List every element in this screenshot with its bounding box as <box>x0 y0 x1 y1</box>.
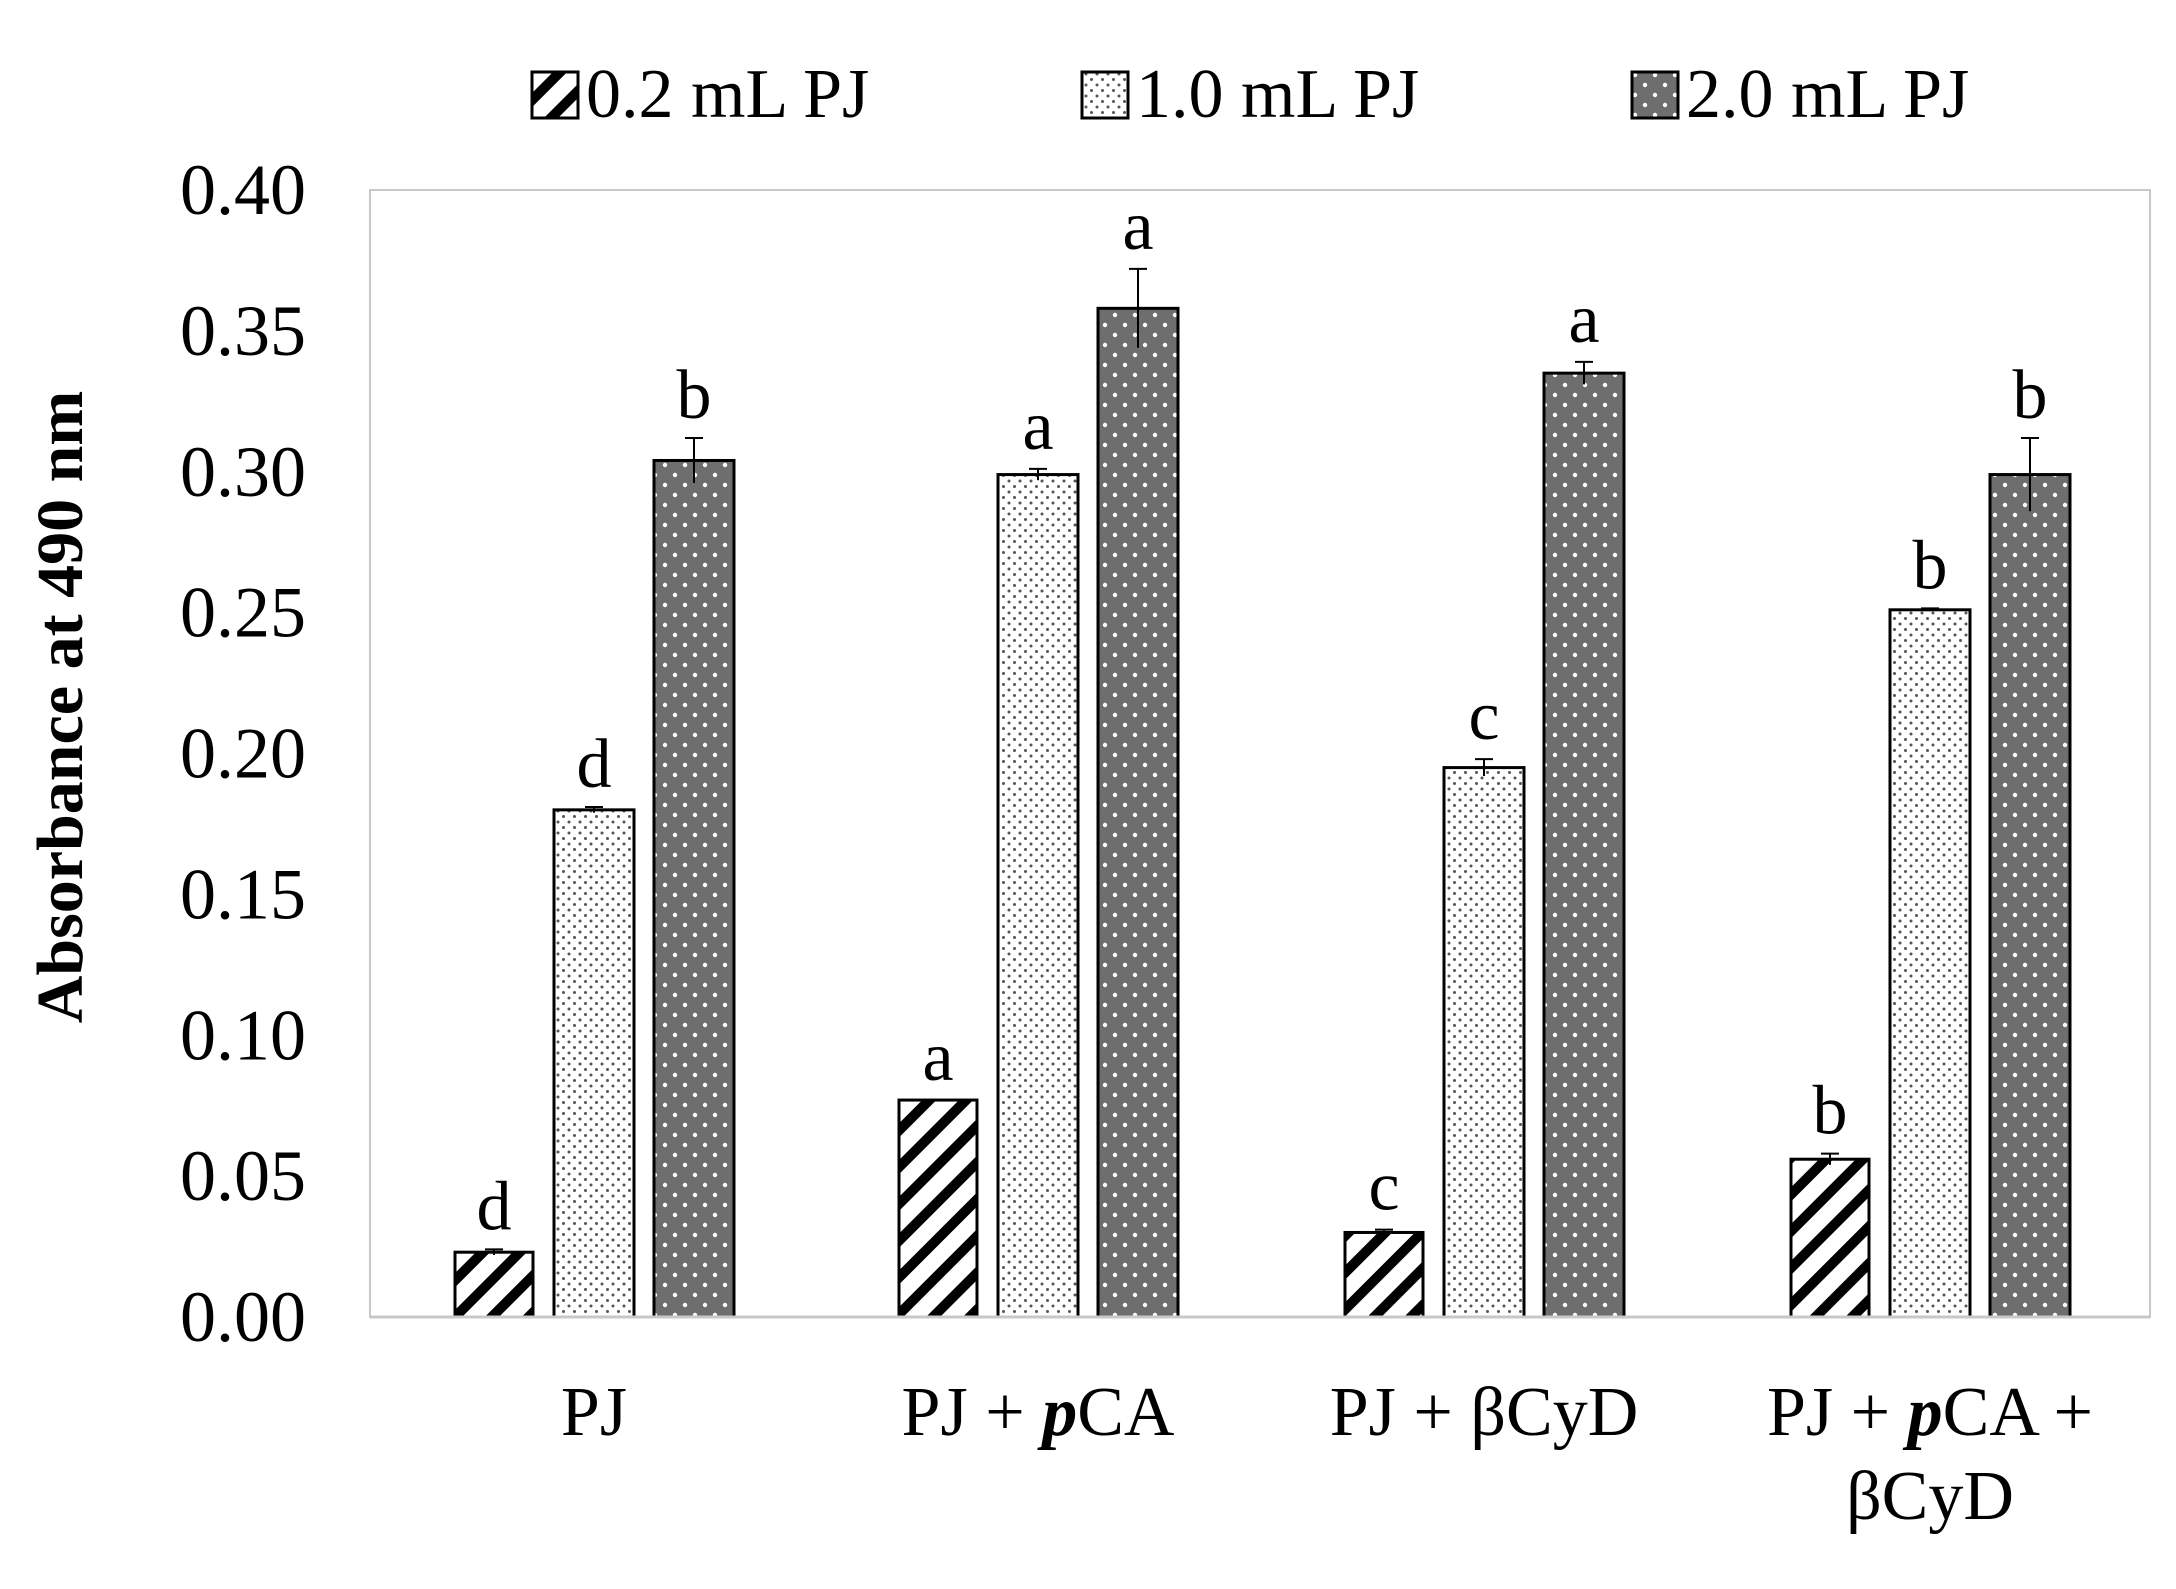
x-tick-label-part: PJ <box>561 1374 627 1451</box>
error-bars <box>485 267 2039 1256</box>
sig-letter-0-2-ml-pj-pj-cyd: c <box>1368 1149 1399 1226</box>
x-tick-label-part: p <box>1037 1374 1077 1451</box>
x-tick-label-pj-cyd: PJ + βCyD <box>1330 1374 1639 1451</box>
significance-letters: d a c b d a c b b a a b <box>477 188 2048 1245</box>
bar-2-0-ml-pj-pj-pca <box>1096 306 1180 1319</box>
y-tick-label-5: 0.25 <box>180 573 306 653</box>
y-tick-label-4: 0.20 <box>180 714 306 794</box>
plot-area-frame <box>369 189 2151 1318</box>
bar-1-0-ml-pj-pj <box>552 808 636 1319</box>
x-tick-label-part: p <box>1903 1374 1943 1451</box>
y-tick-labels: 0.00 0.05 0.10 0.15 0.20 0.25 0.30 0.35 0.40 <box>180 150 306 1357</box>
x-tick-label-pj: PJ <box>561 1374 627 1451</box>
sig-letter-1-0-ml-pj-pj-pca: a <box>1022 388 1053 465</box>
legend-label-1-0-ml: 1.0 mL PJ <box>1136 56 1419 133</box>
y-tick-label-2: 0.10 <box>180 995 306 1075</box>
legend-swatch-2-0-ml <box>1630 70 1680 120</box>
x-tick-label-part: PJ + <box>1767 1374 1908 1451</box>
legend-item-0-2-ml: 0.2 mL PJ <box>530 56 869 133</box>
sig-letter-2-0-ml-pj-pj-pca: a <box>1122 188 1153 265</box>
bars <box>453 306 2072 1319</box>
x-tick-labels: PJ PJ + pCA PJ + βCyD PJ + pCA + βCyD <box>561 1374 2093 1535</box>
sig-letter-2-0-ml-pj-pj: b <box>677 357 712 434</box>
y-tick-label-0: 0.00 <box>180 1277 306 1357</box>
y-tick-label-8: 0.40 <box>180 150 306 230</box>
legend-swatch-1-0-ml <box>1080 70 1130 120</box>
sig-letter-1-0-ml-pj-pj-cyd: c <box>1468 678 1499 755</box>
sig-letter-0-2-ml-pj-pj-pca: a <box>922 1019 953 1096</box>
legend-label-0-2-ml: 0.2 mL PJ <box>586 56 869 133</box>
x-tick-label-part: CA <box>1077 1374 1175 1451</box>
y-axis-label: Absorbance at 490 nm <box>24 391 97 1024</box>
x-tick-label-pj-pca-cyd: PJ + pCA + βCyD <box>1767 1374 2093 1535</box>
bar-2-0-ml-pj-pj <box>652 458 736 1319</box>
sig-letter-0-2-ml-pj-pj-pca-cyd: b <box>1813 1073 1848 1150</box>
legend-label-2-0-ml: 2.0 mL PJ <box>1686 56 1969 133</box>
sig-letter-2-0-ml-pj-pj-cyd: a <box>1568 281 1599 358</box>
x-tick-label-part: PJ + <box>902 1374 1043 1451</box>
bar-0-2-ml-pj-pj-cyd <box>1343 1230 1425 1319</box>
x-tick-label-pj-pca: PJ + pCA <box>902 1374 1175 1451</box>
y-tick-label-6: 0.30 <box>180 432 306 512</box>
bar-1-0-ml-pj-pj-pca-cyd <box>1888 608 1972 1319</box>
sig-letter-1-0-ml-pj-pj: d <box>577 726 612 803</box>
sig-letter-1-0-ml-pj-pj-pca-cyd: b <box>1913 527 1948 604</box>
x-tick-label-part: CA + <box>1943 1374 2093 1451</box>
legend-swatch-0-2-ml <box>530 70 580 120</box>
y-tick-label-3: 0.15 <box>180 854 306 934</box>
bar-2-0-ml-pj-pj-cyd <box>1542 371 1626 1319</box>
x-tick-label-part: βCyD <box>1846 1458 2014 1535</box>
bar-0-2-ml-pj-pj-pca <box>897 1098 979 1319</box>
sig-letter-0-2-ml-pj-pj: d <box>477 1168 512 1245</box>
sig-letter-2-0-ml-pj-pj-pca-cyd: b <box>2013 357 2048 434</box>
legend-item-2-0-ml: 2.0 mL PJ <box>1630 56 1969 133</box>
x-tick-label-part: PJ + βCyD <box>1330 1374 1639 1451</box>
y-tick-label-1: 0.05 <box>180 1136 306 1216</box>
legend-item-1-0-ml: 1.0 mL PJ <box>1080 56 1419 133</box>
bar-1-0-ml-pj-pj-pca <box>996 473 1080 1319</box>
bar-0-2-ml-pj-pj <box>453 1250 535 1319</box>
y-tick-label-7: 0.35 <box>180 291 306 371</box>
bar-1-0-ml-pj-pj-cyd <box>1442 766 1526 1319</box>
legend: 0.2 mL PJ 1.0 mL PJ 2.0 mL PJ <box>530 56 1969 133</box>
bar-2-0-ml-pj-pj-pca-cyd <box>1988 473 2072 1319</box>
bar-0-2-ml-pj-pj-pca-cyd <box>1789 1157 1871 1319</box>
